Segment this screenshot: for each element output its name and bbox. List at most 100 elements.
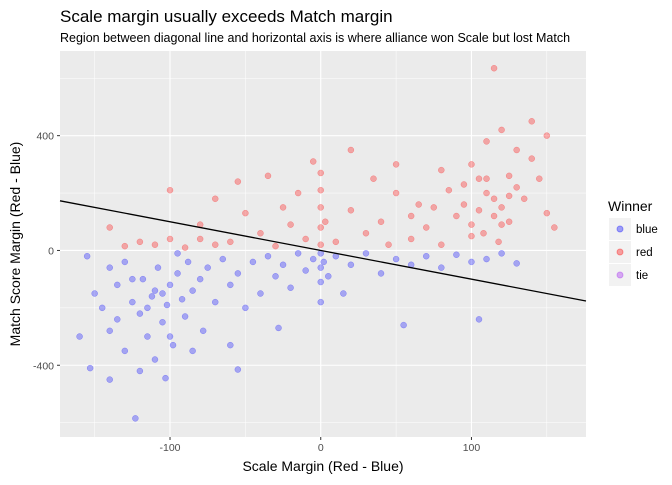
data-point-red [495,238,502,246]
data-point-blue [204,264,211,271]
data-point-red [272,242,279,250]
data-point-red [242,209,249,217]
data-point-blue [453,251,460,259]
data-point-blue [347,261,355,269]
data-point-blue [249,258,257,266]
data-point-red [430,204,438,211]
data-point-red [392,161,400,168]
plot-panel [60,51,586,437]
data-point-red [513,184,520,191]
legend: Winner blue red tie [608,198,658,286]
data-point-blue [211,298,219,306]
data-point-red [468,221,475,228]
data-point-blue [264,252,272,260]
data-point-blue [377,270,385,277]
data-point-red [498,204,505,211]
data-point-red [317,169,324,177]
data-point-blue [151,356,159,363]
data-point-red [257,229,264,237]
data-point-blue [169,341,177,349]
chart-title: Scale margin usually exceeds Match margi… [60,7,393,26]
x-tick-label: 100 [463,442,481,454]
data-point-red [370,175,377,182]
data-point-red [407,212,415,220]
y-axis-title: Match Score Margin (Red - Blue) [7,142,23,347]
data-point-red [422,224,430,231]
data-point-blue [400,321,407,329]
legend-marker-tie [616,271,624,279]
data-point-blue [106,264,113,271]
data-point-red [211,241,219,248]
data-point-blue [181,313,189,320]
data-point-red [287,221,294,228]
data-point-blue [139,275,147,283]
data-point-red [445,186,453,194]
data-point-red [196,235,204,243]
data-point-blue [129,275,136,283]
data-point-red [460,201,468,208]
data-point-blue [287,284,294,292]
data-point-blue [320,258,328,266]
data-point-red [475,207,483,214]
data-point-red [347,146,355,154]
data-point-blue [196,275,204,283]
data-point-red [480,229,487,237]
data-point-red [490,64,498,72]
data-point-red [385,241,392,248]
data-point-blue [184,258,192,266]
data-point-red [362,229,370,237]
data-point-blue [121,258,129,266]
data-point-blue [76,333,83,340]
data-points [76,64,558,422]
data-point-blue [317,278,324,286]
data-point-blue [159,290,166,297]
data-point-red [347,207,355,214]
data-point-blue [513,260,520,267]
data-point-red [490,212,498,220]
data-point-blue [279,261,287,269]
data-point-blue [178,295,186,303]
data-point-blue [166,333,174,340]
data-point-blue [162,374,169,382]
data-point-blue [159,318,166,326]
data-point-blue [275,324,282,332]
data-point-blue [106,327,113,335]
data-point-red [513,146,520,154]
data-point-red [490,195,498,203]
data-point-blue [189,347,196,355]
data-point-red [551,224,558,231]
data-point-blue [114,281,121,289]
data-point-blue [475,316,483,323]
data-point-blue [317,298,324,306]
data-point-red [528,155,535,162]
data-point-blue [91,290,98,297]
data-point-blue [151,287,159,294]
data-point-blue [309,255,317,263]
data-point-blue [317,264,324,271]
data-point-blue [257,290,264,297]
data-point-blue [106,376,113,383]
data-point-blue [272,273,279,280]
data-point-red [438,166,445,174]
data-point-blue [189,287,196,294]
data-point-blue [294,250,302,257]
data-point-red [498,126,505,134]
data-point-red [468,232,475,240]
data-point-blue [498,250,505,257]
data-point-red [181,244,189,251]
data-point-red [294,189,302,197]
data-point-red [407,235,415,243]
data-point-red [453,212,460,220]
data-point-blue [325,273,332,280]
axes: -100 0 100 -400 0 400 [33,131,480,454]
data-point-blue [148,293,156,300]
legend-title: Winner [608,198,653,214]
data-point-blue [154,264,162,271]
y-tick-label: 0 [48,245,54,257]
data-point-red [460,181,468,188]
data-point-blue [438,264,445,271]
data-point-red [317,224,324,231]
data-point-red [475,175,483,182]
legend-key [609,218,631,240]
